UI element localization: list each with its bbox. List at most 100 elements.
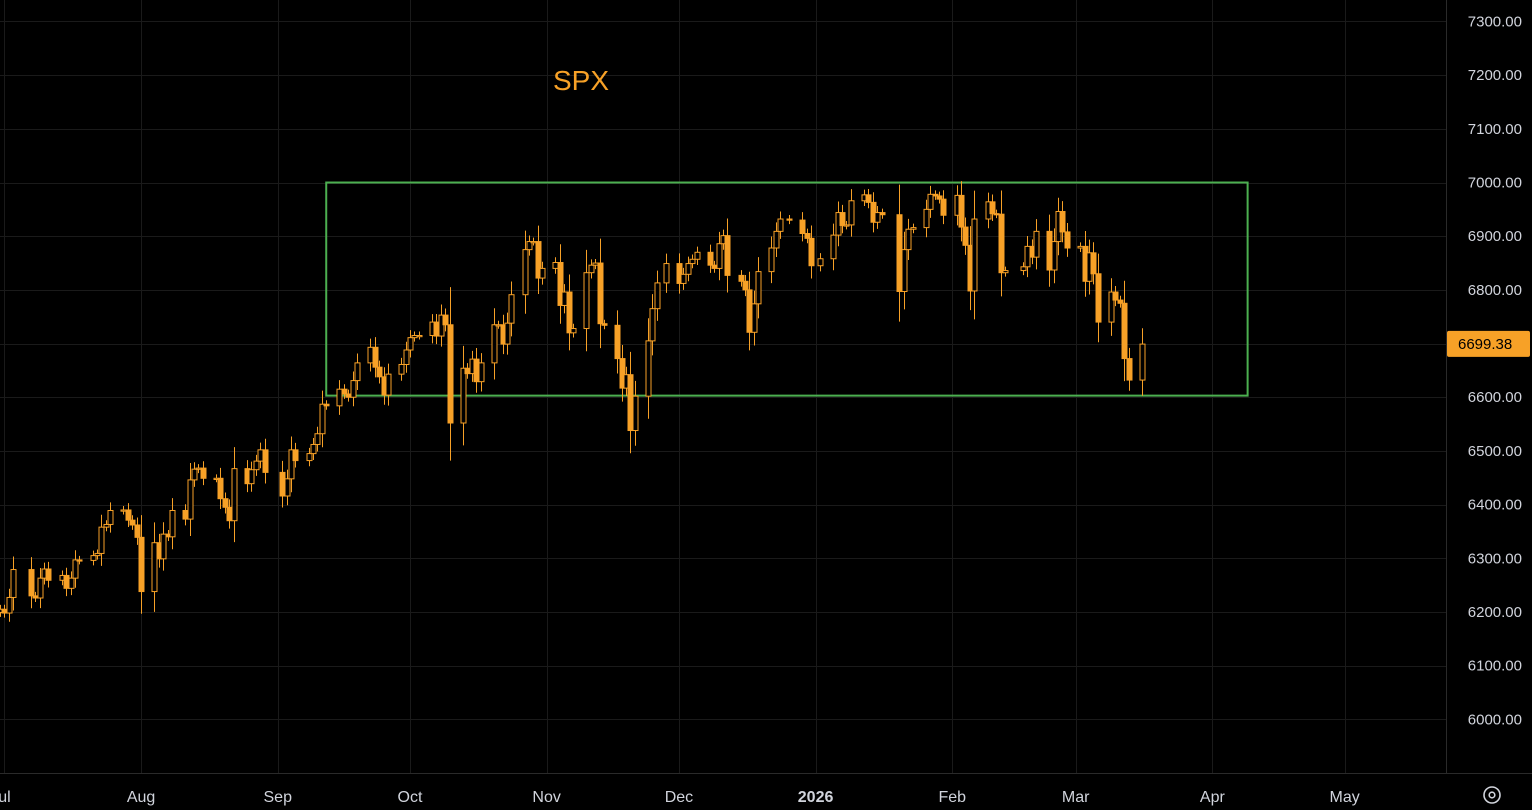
candle [1090,242,1097,285]
candle-body-down [1117,299,1124,304]
candle-body-down [262,449,269,473]
candle-body-up [407,337,414,351]
candle-body-down [447,324,454,424]
candle-body-down [707,251,714,266]
gear-inner-ring [1488,791,1496,799]
candle-body-down [597,262,604,325]
candle [768,236,775,284]
candle [200,461,207,486]
candle-body-down [45,568,52,581]
candle [738,270,745,287]
candle [72,550,79,588]
candle [910,223,917,234]
candle-body-up [169,510,176,538]
candle-body-up [1020,266,1027,272]
candle-body-up [645,340,652,397]
candle-body-up [248,469,255,485]
candle [989,194,996,222]
candle-body-up [570,328,577,334]
candle [998,190,1005,297]
candle [37,567,44,609]
candle [125,503,132,527]
candle [905,218,912,260]
candle [601,319,608,330]
candle-body-down [958,194,965,228]
candle-body-up [716,243,723,269]
candle [1033,219,1040,270]
candle-body-up [284,478,291,497]
candle-body-up [107,510,114,525]
settings-gear-icon[interactable] [1483,786,1501,804]
candle [614,310,621,374]
candle-body-down [341,388,348,395]
candle-body-up [94,552,101,557]
candle [107,502,114,533]
candle-body-up [817,258,824,267]
candle-body-down [896,214,903,292]
candle-body-up [694,251,701,260]
candle-body-down [932,193,939,197]
candle [588,259,595,279]
candle-body-up [257,449,264,462]
candle-body-up [306,453,313,462]
candle [10,556,17,611]
candle-body-up [1108,291,1115,323]
candle [169,498,176,550]
time-tick-label: 2026 [798,789,834,806]
candle-body-down [879,212,886,216]
time-axis[interactable]: ul Aug Sep Oct Nov Dec 2026 Feb Mar Apr May [0,789,1360,806]
time-tick-label: Apr [1200,789,1226,806]
candle [1108,278,1115,336]
candle-body-down [464,367,471,375]
candle [336,380,343,415]
candle-body-up [526,241,533,251]
candle [724,218,731,293]
candle-body-up [1024,245,1031,268]
candle-body-down [182,510,189,520]
candle-body-up [253,460,260,471]
candle-body-up [191,468,198,481]
price-tick-label: 6800.00 [1468,282,1522,299]
candle-body-up [478,362,485,383]
candle-body-down [372,346,379,368]
candle-body-up [398,363,405,375]
candle-body-up [539,267,546,279]
candle [407,330,414,358]
candle-body-up [319,403,326,435]
candle-body-up [508,294,515,324]
time-tick-label: Oct [398,789,423,806]
candle-body-up [103,523,110,528]
candle-body-down [619,358,626,389]
price-axis[interactable]: 7300.00 7200.00 7100.00 7000.00 6900.00 6800.… [1468,13,1522,728]
candle [645,318,652,419]
candle [707,244,714,273]
candle-body-up [411,335,418,339]
candle [262,438,269,484]
candle [416,331,423,340]
candle-body-down [473,358,480,383]
candle [376,360,383,384]
candle [654,270,661,321]
candle [6,588,13,622]
candle-body-down [433,321,440,337]
candle-body-up [195,467,202,470]
candle [231,447,238,543]
candle [151,522,158,612]
candle [583,249,590,352]
candle-body-up [561,291,568,306]
candle-body-down [1059,211,1066,233]
candle [879,208,886,219]
candle-body-up [438,314,445,337]
candle [508,281,515,337]
candle-body-down [799,219,806,235]
candle-body-up [874,212,881,223]
candle-body-down [557,261,564,306]
candle-body-up [187,479,194,520]
candle [284,469,291,506]
candle-body-down [711,264,718,269]
candle [799,212,806,242]
candle-body-up [632,395,639,432]
candle [1139,328,1146,396]
